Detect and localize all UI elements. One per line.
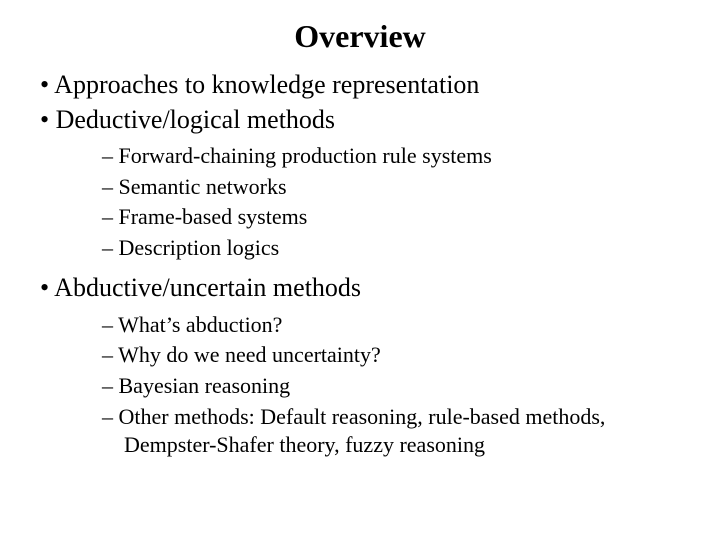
list-item-text: Forward-chaining production rule systems: [119, 143, 492, 168]
slide: Overview Approaches to knowledge represe…: [0, 0, 720, 540]
list-item-text: Bayesian reasoning: [119, 373, 291, 398]
list-item: Abductive/uncertain methods What’s abduc…: [40, 272, 680, 459]
list-item-text: Frame-based systems: [119, 204, 308, 229]
list-item-text: Description logics: [119, 235, 280, 260]
slide-title: Overview: [40, 18, 680, 55]
list-item: Frame-based systems: [62, 203, 680, 232]
list-item: Description logics: [62, 234, 680, 263]
list-item-text: Semantic networks: [119, 174, 287, 199]
list-item: Other methods: Default reasoning, rule-b…: [62, 403, 680, 460]
list-item: Deductive/logical methods Forward-chaini…: [40, 104, 680, 263]
list-item-text: Other methods: Default reasoning, rule-b…: [119, 404, 606, 458]
list-item: Semantic networks: [62, 173, 680, 202]
list-item: Why do we need uncertainty?: [62, 341, 680, 370]
list-item: What’s abduction?: [62, 311, 680, 340]
bullet-list-level2: Forward-chaining production rule systems…: [62, 142, 680, 262]
list-item: Forward-chaining production rule systems: [62, 142, 680, 171]
list-item: Approaches to knowledge representation: [40, 69, 680, 102]
list-item-text: What’s abduction?: [118, 312, 282, 337]
list-item-text: Deductive/logical methods: [56, 105, 335, 134]
list-item-text: Abductive/uncertain methods: [54, 273, 361, 302]
bullet-list-level1: Approaches to knowledge representation D…: [40, 69, 680, 460]
bullet-list-level2: What’s abduction? Why do we need uncerta…: [62, 311, 680, 460]
list-item: Bayesian reasoning: [62, 372, 680, 401]
list-item-text: Approaches to knowledge representation: [54, 70, 479, 99]
list-item-text: Why do we need uncertainty?: [118, 342, 381, 367]
